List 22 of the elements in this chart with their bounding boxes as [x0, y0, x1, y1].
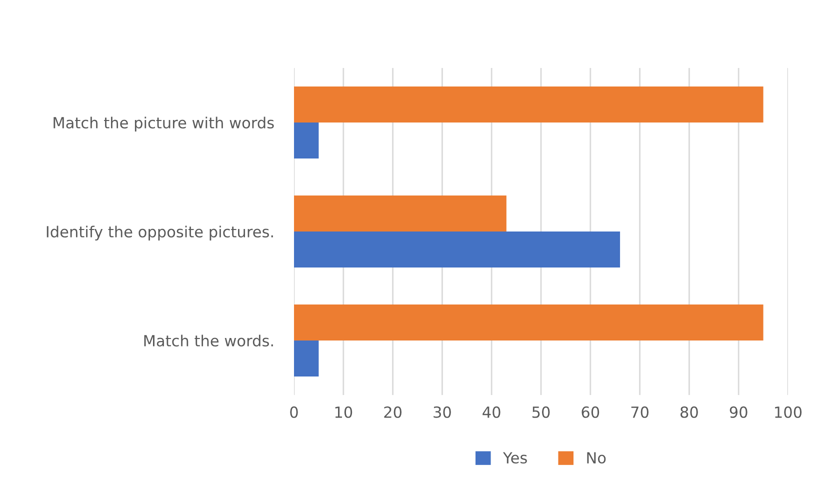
- x-tick-label: 10: [335, 406, 352, 418]
- x-tick-label: 30: [434, 406, 451, 418]
- y-tick-label: Identify the opposite pictures.: [46, 226, 273, 240]
- x-tick-label: 60: [582, 406, 600, 418]
- legend-label: Yes: [502, 452, 527, 464]
- x-tick-label: 40: [482, 406, 500, 418]
- y-tick-label: Match the words.: [144, 334, 273, 347]
- bar: [294, 232, 620, 268]
- x-tick-label: 70: [631, 406, 649, 418]
- x-tick-label: 90: [730, 406, 748, 418]
- x-tick-label: 80: [680, 406, 698, 418]
- bar: [294, 196, 506, 232]
- x-tick-label: 100: [775, 406, 802, 418]
- x-tick-label: 20: [384, 406, 402, 418]
- legend-label: No: [587, 452, 606, 464]
- bar: [294, 340, 319, 376]
- bar: [294, 304, 764, 340]
- bar: [294, 86, 764, 122]
- bar: [294, 122, 319, 158]
- x-tick-label: 50: [532, 406, 550, 418]
- y-tick-label: Match the picture with words: [54, 116, 274, 132]
- x-tick-label: 0: [290, 406, 298, 418]
